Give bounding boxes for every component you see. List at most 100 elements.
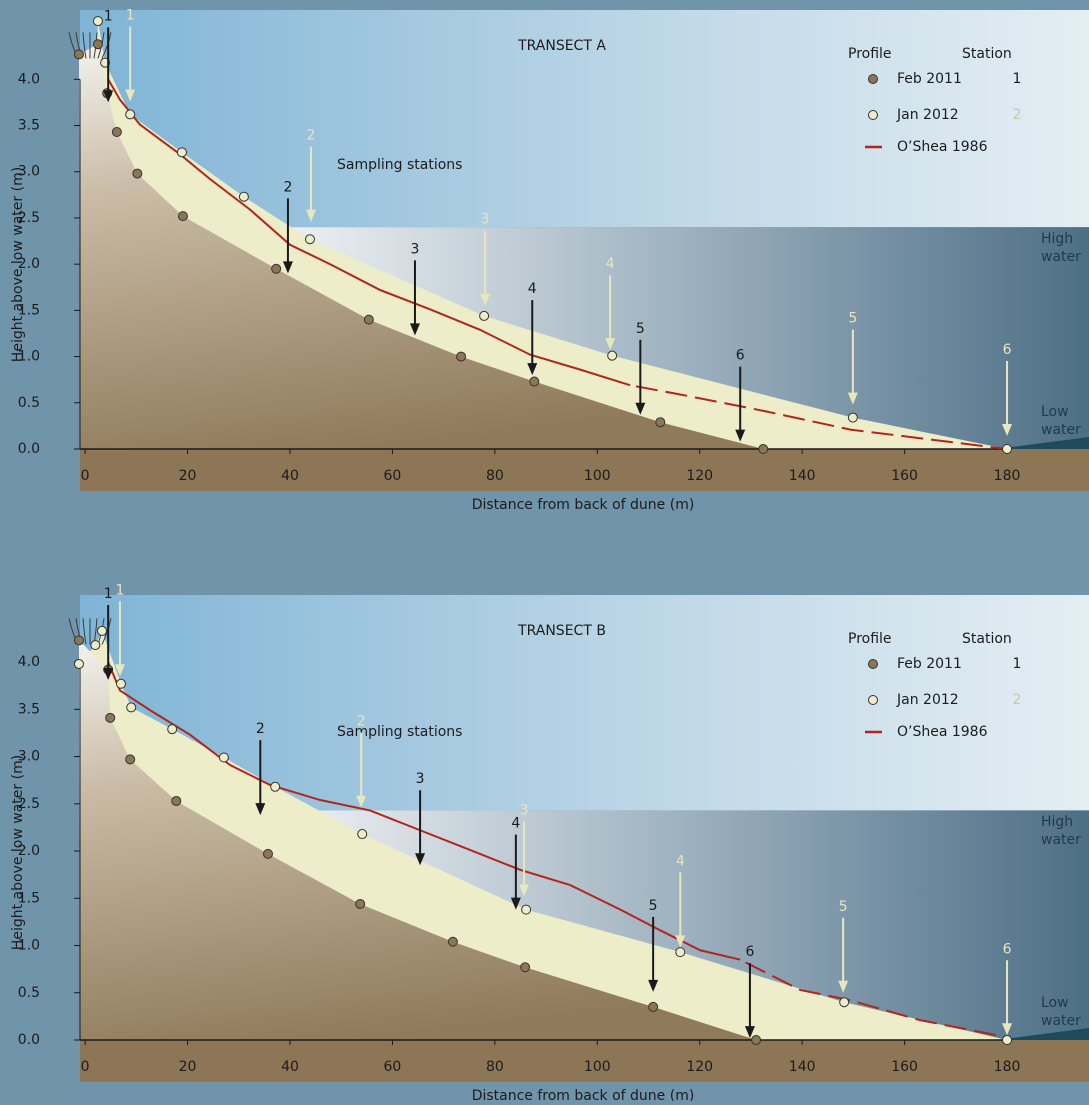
dune-grass <box>82 32 87 59</box>
arrow-head <box>605 338 616 351</box>
station-arrow <box>305 146 316 222</box>
data-point <box>177 211 188 222</box>
legend-label: O’Shea 1986 <box>897 724 988 740</box>
profile-line <box>107 661 1008 1039</box>
legend-station: 2 <box>1013 692 1022 708</box>
station-label: 5 <box>649 898 658 914</box>
x-axis-label: Distance from back of dune (m) <box>472 497 695 513</box>
y-axis-label: Height above low water (m) <box>10 167 26 362</box>
station-arrow <box>847 329 858 405</box>
y-tick-label: 4.0 <box>18 654 40 670</box>
station-label: 6 <box>1003 941 1012 957</box>
feb-surface <box>78 44 1089 449</box>
legend-label: O’Shea 1986 <box>897 139 988 155</box>
data-point <box>1002 444 1013 454</box>
data-point <box>238 191 249 202</box>
station-arrow <box>114 601 125 677</box>
x-tick-label: 0 <box>81 468 90 484</box>
data-point <box>479 310 490 321</box>
arrow-head <box>675 935 686 948</box>
arrow-head <box>838 980 849 993</box>
station-arrow <box>103 605 114 681</box>
data-point <box>363 314 374 325</box>
x-tick-label: 60 <box>384 1059 402 1075</box>
station-arrow <box>605 275 616 351</box>
station-label: 4 <box>511 816 520 832</box>
station-label: 6 <box>745 944 754 960</box>
station-label: 5 <box>848 311 857 327</box>
y-tick-label: 2.0 <box>18 843 40 859</box>
legend-marker <box>868 659 878 669</box>
y-tick-label: 2.5 <box>18 210 40 226</box>
station-arrow <box>635 339 646 415</box>
data-point <box>92 39 103 50</box>
data-point <box>357 829 368 840</box>
arrow-head <box>125 89 136 102</box>
x-tick-label: 80 <box>486 1059 504 1075</box>
legend-station: 1 <box>1013 71 1022 87</box>
station-label: 6 <box>1003 342 1012 358</box>
data-point <box>132 168 143 179</box>
station-label: 5 <box>636 321 645 337</box>
station-arrow <box>356 732 367 808</box>
legend-station: 2 <box>1013 107 1022 123</box>
y-tick-label: 3.0 <box>18 164 40 180</box>
station-arrow <box>744 963 755 1039</box>
station-arrow <box>735 366 746 442</box>
station-arrow <box>125 26 136 102</box>
data-point <box>126 702 137 713</box>
arrow-head <box>305 209 316 222</box>
legend-station: 1 <box>1013 656 1022 672</box>
high-water-label: High water <box>1041 231 1081 266</box>
station-arrow <box>409 260 420 336</box>
y-tick-label: 3.5 <box>18 701 40 717</box>
ground-strip <box>80 449 1089 491</box>
station-label: 4 <box>528 281 537 297</box>
station-label: 4 <box>676 853 685 869</box>
data-point <box>847 412 858 423</box>
station-arrow <box>527 300 538 376</box>
x-tick-label: 40 <box>281 468 299 484</box>
legend-marker <box>868 74 878 84</box>
station-label: 3 <box>416 771 425 787</box>
station-label: 1 <box>104 8 113 24</box>
station-label: 5 <box>839 899 848 915</box>
x-tick-label: 60 <box>384 468 402 484</box>
data-point <box>73 635 84 646</box>
data-point <box>270 781 281 792</box>
data-point <box>271 263 282 274</box>
station-arrow <box>1002 361 1013 437</box>
data-point <box>1002 1035 1013 1045</box>
x-tick-label: 180 <box>994 1059 1021 1075</box>
data-point <box>262 848 273 859</box>
data-point <box>218 752 229 763</box>
data-point <box>304 234 315 245</box>
station-arrow <box>282 198 293 274</box>
y-tick-label: 1.5 <box>18 302 40 318</box>
station-arrow <box>510 834 521 910</box>
station-label: 4 <box>606 256 615 272</box>
data-point <box>105 712 116 723</box>
y-tick-label: 0.5 <box>18 985 40 1001</box>
legend-title: Profile <box>848 46 892 62</box>
feb-surface <box>78 640 1089 1040</box>
y-tick-label: 2.5 <box>18 796 40 812</box>
ground-strip <box>80 1040 1089 1082</box>
station-label: 3 <box>411 241 420 257</box>
data-point <box>92 16 103 27</box>
annotation: Sampling stations <box>337 724 462 740</box>
x-tick-label: 80 <box>486 468 504 484</box>
arrow-head <box>635 402 646 415</box>
station-label: 1 <box>126 7 135 23</box>
station-arrow <box>648 916 659 992</box>
legend-label: Feb 2011 <box>897 656 962 672</box>
station-arrow <box>675 872 686 948</box>
station-arrow <box>103 27 114 103</box>
arrow-head <box>255 803 266 816</box>
data-point <box>167 724 178 735</box>
x-tick-label: 100 <box>584 468 611 484</box>
arrow-head <box>510 897 521 910</box>
data-point <box>607 350 618 361</box>
y-tick-label: 0.0 <box>18 441 40 457</box>
